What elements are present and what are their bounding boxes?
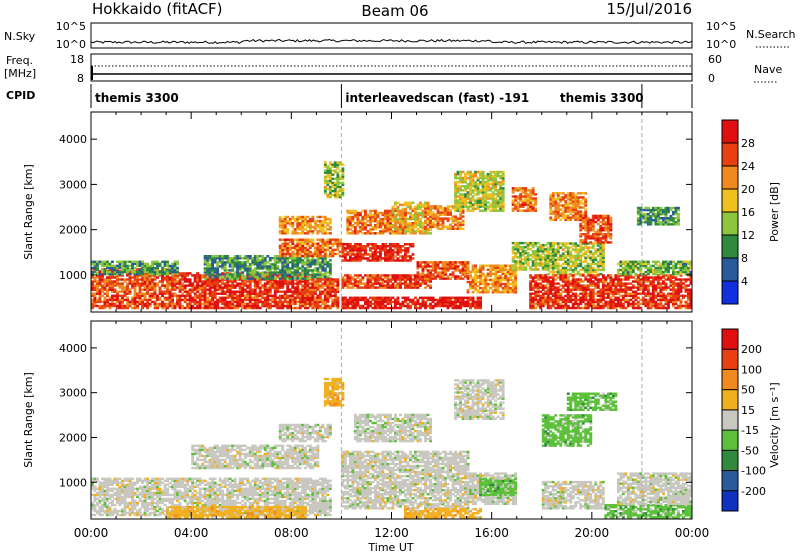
nsky-tick-high: 10^5 [56, 20, 86, 33]
colorbar-tick-label: 15 [741, 404, 755, 417]
nave-tick-high: 60 [708, 53, 722, 66]
colorbar-tick-label: 8 [741, 252, 748, 265]
nsearch-tick-high: 10^5 [706, 20, 736, 33]
colorbar-tick-label: 28 [741, 137, 755, 150]
x-tick-label: 08:00 [274, 526, 309, 540]
colorbar-tick-label: 16 [741, 206, 755, 219]
colorbar-swatch [722, 369, 738, 390]
colorbar-swatch [722, 258, 738, 282]
colorbar-swatch [722, 349, 738, 370]
time-axis-label: Time UT [367, 541, 413, 554]
colorbar-swatch [722, 329, 738, 350]
y-tick-label: 4000 [59, 342, 87, 355]
cpid-strip: CPID themis 3300 interleavedscan (fast) -… [6, 84, 692, 108]
cpid-segment-label: interleavedscan (fast) -191 [345, 91, 529, 105]
beam-title: Beam 06 [361, 2, 428, 20]
heatmap-region [479, 478, 517, 497]
x-tick-label: 00:00 [675, 526, 710, 540]
colorbar-swatch [722, 120, 738, 144]
colorbar-swatch [722, 390, 738, 411]
heatmap-region [341, 451, 469, 510]
x-tick-label: 16:00 [474, 526, 509, 540]
colorbar-tick-label: 4 [741, 275, 748, 288]
heatmap-region [542, 481, 605, 510]
power-cbar-label: Power [dB] [768, 182, 781, 242]
cpid-label: CPID [6, 89, 35, 102]
colorbar-swatch [722, 212, 738, 236]
colorbar-tick-label: 12 [741, 229, 755, 242]
cpid-segment-label: themis 3300 [560, 91, 644, 105]
x-tick-label: 04:00 [174, 526, 209, 540]
nsearch-label: N.Search [746, 28, 796, 41]
freq-panel: Freq. [MHz] 18 8 60 0 Nave [4, 53, 782, 85]
date-title: 15/Jul/2016 [607, 0, 692, 18]
colorbar-tick-label: 20 [741, 183, 755, 196]
cpid-segment-label: themis 3300 [95, 91, 179, 105]
freq-label-line1: Freq. [6, 54, 33, 67]
heatmap-region [454, 171, 505, 212]
colorbar-tick-label: -15 [741, 424, 759, 437]
colorbar-swatch [722, 235, 738, 259]
colorbar-tick-label: 100 [741, 363, 762, 376]
y-tick-label: 2000 [59, 431, 87, 444]
y-tick-label: 1000 [59, 269, 87, 282]
radar-title: Hokkaido (fitACF) [92, 0, 223, 18]
heatmap-region [467, 265, 518, 294]
x-tick-label: 12:00 [374, 526, 409, 540]
x-tick-label: 20:00 [575, 526, 610, 540]
heatmap-region [166, 506, 307, 519]
colorbar-swatch [722, 491, 738, 512]
velocity-panel: 1000 2000 3000 4000 Slant Range [km] 200 100… [22, 321, 781, 519]
y-tick-label: 2000 [59, 224, 87, 237]
heatmap-region [617, 261, 693, 276]
nsky-label: N.Sky [4, 30, 36, 43]
colorbar-swatch [722, 430, 738, 451]
freq-tick-low: 8 [77, 72, 84, 85]
freq-label-line2: [MHz] [4, 67, 36, 80]
x-tick-label: 00:00 [74, 526, 109, 540]
y-tick-label: 4000 [59, 133, 87, 146]
colorbar-swatch [722, 410, 738, 431]
heatmap-region [542, 414, 592, 447]
colorbar-tick-label: -200 [741, 485, 766, 498]
nsearch-tick-low: 10^0 [706, 38, 736, 51]
colorbar-swatch [722, 471, 738, 492]
colorbar-swatch [722, 189, 738, 213]
velocity-ylabel: Slant Range [km] [22, 372, 35, 468]
y-tick-label: 3000 [59, 178, 87, 191]
heatmap-region [454, 379, 505, 420]
colorbar-tick-label: -50 [741, 444, 759, 457]
colorbar-swatch [722, 143, 738, 167]
power-panel: 1000 2000 3000 4000 Slant Range [km] 4 8 12 16… [22, 112, 781, 312]
colorbar-swatch [722, 281, 738, 305]
colorbar-tick-label: -100 [741, 465, 766, 478]
y-tick-label: 3000 [59, 387, 87, 400]
nsky-trace [91, 40, 692, 44]
heatmap-region [354, 414, 432, 443]
colorbar-swatch [722, 450, 738, 471]
colorbar-tick-label: 200 [741, 343, 762, 356]
nave-label: Nave [754, 63, 782, 76]
nsky-panel: N.Sky 10^5 10^0 10^5 10^0 N.Search [4, 20, 796, 51]
power-ylabel: Slant Range [km] [22, 164, 35, 260]
colorbar-swatch [722, 166, 738, 190]
nsky-tick-low: 10^0 [56, 38, 86, 51]
freq-tick-high: 18 [70, 53, 84, 66]
nave-tick-low: 0 [708, 72, 715, 85]
velocity-cbar-label: Velocity [m s⁻¹] [768, 382, 781, 467]
colorbar-tick-label: 24 [741, 160, 755, 173]
colorbar-tick-label: 50 [741, 384, 755, 397]
y-tick-label: 1000 [59, 476, 87, 489]
